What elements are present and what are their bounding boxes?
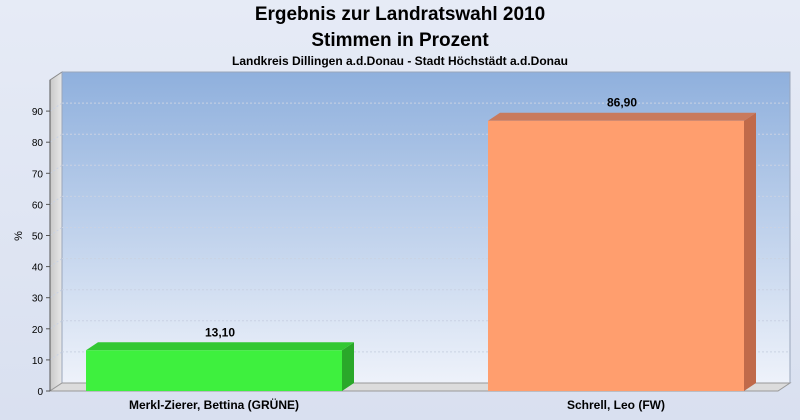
gridline-wall: [49, 164, 63, 174]
y-tick-label: 70: [32, 169, 44, 180]
gridline-wall: [49, 258, 63, 268]
gridline-wall: [49, 320, 63, 330]
y-tick-label: 90: [32, 107, 44, 118]
bar-side: [342, 342, 354, 391]
chart-title: Ergebnis zur Landratswahl 2010: [254, 4, 546, 25]
labels: 13,10 Merkl-Zierer, Bettina (GRÜNE) 86,90 S…: [129, 96, 665, 412]
y-tick-label: 80: [32, 138, 44, 149]
y-tick-label: 0: [37, 387, 43, 398]
gridline-wall: [49, 227, 63, 236]
bar-side: [744, 112, 756, 391]
category-label: Schrell, Leo (FW): [567, 398, 665, 412]
data-label: 13,10: [205, 325, 235, 339]
y-tick-label: 30: [32, 294, 44, 305]
chart-subtitle: Stimmen in Prozent: [311, 30, 489, 51]
gridline-wall: [49, 133, 63, 143]
bar-top: [488, 112, 756, 121]
y-tick-label: 20: [32, 325, 44, 336]
y-tick-label: 60: [32, 200, 44, 211]
side-wall: [49, 71, 63, 392]
gridline-wall: [49, 351, 63, 361]
bar-front: [488, 120, 744, 391]
category-label: Merkl-Zierer, Bettina (GRÜNE): [129, 397, 299, 412]
gridline-wall: [49, 102, 63, 112]
gridline-wall: [49, 195, 63, 205]
bar-front: [86, 350, 342, 391]
chart-caption: Landkreis Dillingen a.d.Donau - Stadt Hö…: [231, 54, 569, 68]
y-axis-label: %: [13, 231, 25, 241]
bar-1: [86, 342, 354, 391]
bars: [86, 112, 756, 391]
bar-2: [488, 112, 756, 391]
gridline-wall: [49, 289, 63, 299]
y-tick-label: 10: [32, 356, 44, 367]
y-axis: 0 10 20 30 40 50 60 70 80 90%: [13, 80, 51, 398]
y-tick-label: 50: [32, 232, 44, 243]
y-tick-label: 40: [32, 263, 44, 274]
data-label: 86,90: [607, 96, 637, 110]
bar-top: [86, 342, 354, 351]
